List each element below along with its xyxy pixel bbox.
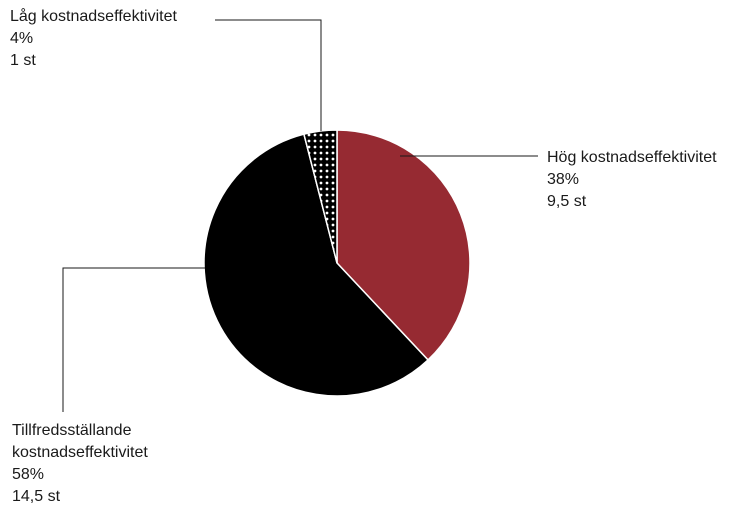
slice-percent-low: 4% [10, 30, 34, 47]
slice-percent-satisfactory: 58% [12, 466, 45, 483]
slice-count-low: 1 st [10, 52, 36, 69]
slice-count-high: 9,5 st [547, 193, 587, 210]
slice-label-low: Låg kostnadseffektivitet 4% 1 st [10, 6, 177, 72]
slice-percent-high: 38% [547, 171, 580, 188]
leader-line-low [215, 19, 322, 131]
slice-name-satisfactory-line1: Tillfredsställande [12, 422, 132, 439]
leader-line-mid [62, 267, 205, 412]
slice-name-satisfactory-line2: kostnadseffektivitet [12, 444, 148, 461]
pie-slice-high [336, 129, 471, 362]
slice-name-high: Hög kostnadseffektivitet [547, 149, 717, 166]
slice-label-high: Hög kostnadseffektivitet 38% 9,5 st [547, 147, 717, 213]
pie-slice-low [303, 129, 338, 264]
pie-slice-satisfactory [203, 133, 430, 397]
slice-count-satisfactory: 14,5 st [12, 488, 61, 505]
slice-name-low: Låg kostnadseffektivitet [10, 8, 177, 25]
slice-label-satisfactory: Tillfredsställande kostnadseffektivitet … [12, 420, 148, 508]
